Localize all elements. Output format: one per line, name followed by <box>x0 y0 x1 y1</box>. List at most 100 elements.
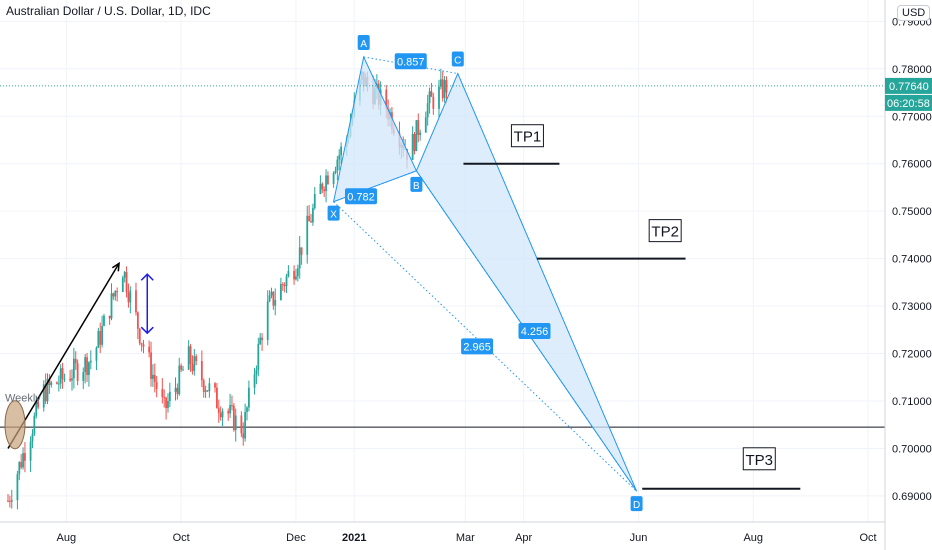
candle-body <box>279 284 282 300</box>
candle-body <box>112 293 115 297</box>
candle-body <box>116 290 119 293</box>
candle-body <box>108 315 111 319</box>
candle-body <box>229 405 231 414</box>
ratio-badge: 2.965 <box>461 338 494 355</box>
candle-body <box>74 358 77 364</box>
candle-body <box>153 374 156 382</box>
ratio-badge-label: 2.965 <box>463 341 491 353</box>
candle-body <box>101 325 103 345</box>
candle-body <box>76 363 79 381</box>
candle-body <box>413 134 416 151</box>
pattern-point-text: A <box>360 39 367 50</box>
candle-body <box>285 276 288 287</box>
candle-body <box>300 247 303 255</box>
pattern-point-label: A <box>357 34 370 50</box>
candle-body <box>57 383 60 385</box>
currency-button[interactable]: USD <box>897 5 931 21</box>
price-tick-label: 0.69000 <box>892 491 932 503</box>
candle-body <box>283 285 286 287</box>
candle-body <box>319 183 322 195</box>
price-tick-label: 0.75000 <box>892 206 932 218</box>
candle-body <box>415 120 418 151</box>
candle-body <box>227 411 230 414</box>
ratio-badge-label: 4.256 <box>521 326 549 338</box>
candle-body <box>268 295 271 302</box>
candle-body <box>221 411 224 418</box>
candle-body <box>419 132 422 135</box>
candle-body <box>270 291 273 296</box>
candle-body <box>84 357 87 373</box>
time-tick-label: Mar <box>456 532 475 544</box>
candle-body <box>165 397 167 409</box>
candle-body <box>206 390 209 392</box>
candle-body <box>56 382 58 384</box>
candle-body <box>167 401 169 409</box>
candle-body <box>180 365 183 370</box>
take-profit: TP1 <box>463 124 560 165</box>
pattern-triangle-xab <box>332 55 418 203</box>
candle-body <box>310 221 312 223</box>
pattern-point-bg <box>327 205 340 221</box>
time-tick-label: Jun <box>630 532 648 544</box>
candle-body <box>161 388 164 398</box>
take-profit-label: TP3 <box>746 452 774 469</box>
candle-body <box>155 381 158 389</box>
chart-title: Australian Dollar / U.S. Dollar, 1D, IDC <box>6 4 211 18</box>
candle-body <box>182 369 184 371</box>
candle-body <box>121 277 124 293</box>
candle-body <box>272 291 275 306</box>
candle-body <box>293 271 295 280</box>
double-arrow-head <box>140 273 154 281</box>
ratio-badge-bg <box>344 188 377 205</box>
ratio-badge-bg <box>394 53 427 70</box>
candle-body <box>135 290 137 313</box>
candle-body <box>69 378 72 381</box>
candle-body <box>261 337 263 340</box>
pattern-point-text: B <box>413 181 420 192</box>
candle-body <box>140 343 143 345</box>
candle-body <box>10 500 13 502</box>
pattern-point-bg <box>357 34 370 50</box>
candle-body <box>187 346 190 370</box>
candle-body <box>306 215 309 255</box>
pattern-point-bg <box>630 496 643 512</box>
pattern-point-bg <box>410 176 423 192</box>
price-tick-label: 0.71000 <box>892 396 932 408</box>
price-tick-label: 0.78000 <box>892 64 932 76</box>
candle-body <box>174 387 177 392</box>
ratio-badge-bg <box>461 338 494 355</box>
candle-body <box>441 79 444 99</box>
candle-body <box>428 91 431 104</box>
candle-body <box>29 441 32 461</box>
take-profit-box <box>648 219 682 243</box>
candle-body <box>7 500 9 502</box>
price-tick-label: 0.73000 <box>892 301 932 313</box>
candle-body <box>114 290 117 297</box>
candle-body <box>214 383 216 388</box>
candle-body <box>99 331 102 345</box>
price-axis: 0.69000 0.70000 0.71000 0.72000 0.73000 0.740… <box>885 16 932 503</box>
candle-body <box>50 382 53 385</box>
time-tick-label: Aug <box>743 532 763 544</box>
pattern-point-text: D <box>633 500 640 511</box>
candle-body <box>24 453 26 461</box>
candle-body <box>246 407 248 413</box>
candle-body <box>313 194 316 209</box>
candle-body <box>424 117 427 133</box>
candle-body <box>88 362 90 375</box>
take-profit-box <box>510 124 544 148</box>
candle-body <box>189 346 192 365</box>
candle-body <box>59 368 62 384</box>
ratio-badge: 0.782 <box>344 188 377 205</box>
candle-body <box>217 408 220 413</box>
candle-body <box>200 361 203 381</box>
candle-body <box>443 80 446 99</box>
candle-body <box>332 173 335 184</box>
candle-body <box>438 86 440 109</box>
candle-body <box>266 301 269 340</box>
pattern-point-label: D <box>630 496 643 512</box>
candle-body <box>142 344 145 347</box>
candle-body <box>327 175 329 184</box>
candle-body <box>242 433 245 439</box>
